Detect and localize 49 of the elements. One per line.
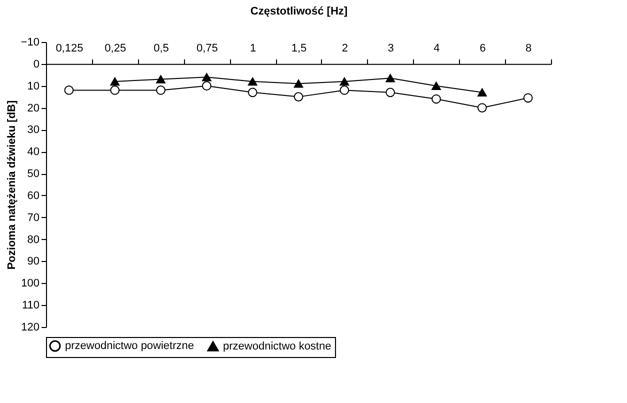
x-tick-label: 2 (342, 42, 348, 54)
y-tick-label: 70 (27, 212, 40, 224)
point (110, 86, 120, 95)
x-tick-label: 0,25 (104, 42, 126, 54)
point (432, 94, 441, 104)
x-tick-label: 0,125 (56, 42, 84, 54)
point (386, 74, 395, 82)
point (248, 77, 258, 86)
point (156, 75, 166, 84)
point (477, 103, 487, 112)
x-tick-label: 4 (434, 42, 440, 54)
legend-label: przewodnictwo kostne (223, 340, 332, 352)
y-tick-label: 100 (21, 278, 40, 290)
x-tick-label: 6 (480, 42, 486, 54)
y-tick-label: 20 (27, 102, 40, 114)
y-tick-label: 0 (33, 58, 40, 70)
y-tick-label: 80 (27, 234, 40, 246)
y-tick-label: 10 (27, 80, 40, 92)
x-axis-title: Częstotliwość [Hz] (250, 6, 348, 18)
x-tick-label: 0,75 (196, 42, 218, 54)
x-tick-label: 1 (250, 42, 256, 54)
y-tick-label: 110 (22, 300, 40, 312)
point (110, 77, 120, 86)
y-tick-label: 30 (27, 124, 40, 136)
point (248, 88, 258, 98)
point (340, 77, 350, 86)
legend-label: przewodnictwo powietrzne (65, 340, 194, 352)
y-tick-label: 120 (21, 322, 40, 334)
y-axis-title: Pozioma natężenia dźwieku [dB] (6, 100, 18, 270)
x-tick-label: 1,5 (291, 42, 307, 54)
x-tick-label: 8 (525, 42, 532, 54)
point (432, 82, 441, 90)
point (202, 81, 212, 91)
y-tick-label: 40 (27, 146, 40, 158)
point (156, 86, 166, 95)
point (386, 88, 395, 98)
x-tick-label: 3 (388, 42, 394, 54)
point (64, 86, 74, 95)
point (523, 93, 533, 103)
y-tick-label: 60 (27, 190, 40, 202)
x-tick-label: 0,5 (154, 42, 169, 54)
point (477, 88, 487, 97)
point (294, 80, 304, 88)
point (340, 86, 350, 95)
point (202, 72, 212, 82)
y-tick-label: 50 (27, 168, 40, 180)
point (294, 92, 304, 102)
y-tick-label: −10 (20, 36, 40, 48)
y-tick-label: 90 (27, 256, 40, 268)
